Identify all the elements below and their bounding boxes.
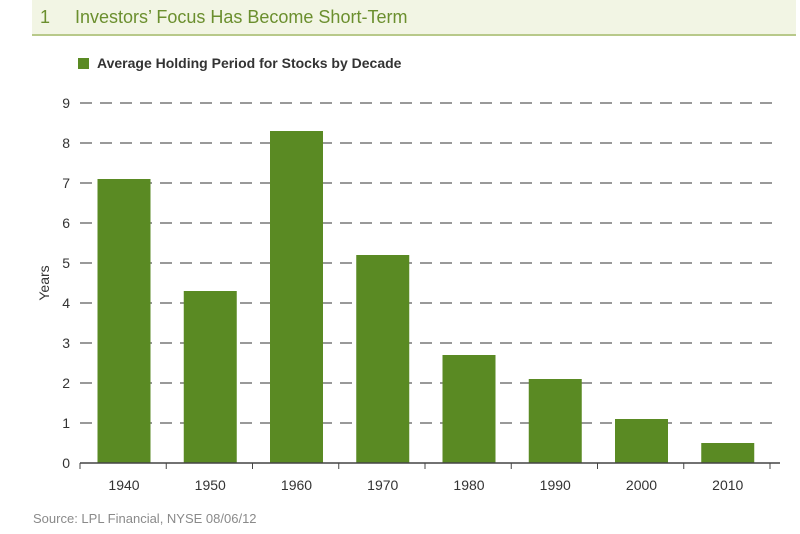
bar (270, 131, 323, 463)
y-tick-label: 8 (62, 135, 70, 151)
x-tick-label: 2000 (626, 477, 657, 493)
y-tick-label: 9 (62, 95, 70, 111)
y-tick-label: 4 (62, 295, 70, 311)
y-tick-label: 6 (62, 215, 70, 231)
chart-legend: Average Holding Period for Stocks by Dec… (78, 54, 401, 72)
x-tick-label: 1960 (281, 477, 312, 493)
y-tick-label: 2 (62, 375, 70, 391)
y-tick-label: 5 (62, 255, 70, 271)
bar (701, 443, 755, 463)
bar (528, 379, 582, 463)
bar (615, 419, 668, 463)
source-note: Source: LPL Financial, NYSE 08/06/12 (33, 511, 257, 526)
x-tick-label: 1980 (453, 477, 484, 493)
bar (97, 179, 151, 463)
x-tick-label: 1940 (108, 477, 139, 493)
x-tick-label: 1990 (540, 477, 571, 493)
figure-header (32, 0, 796, 36)
x-tick-label: 1970 (367, 477, 398, 493)
legend-label: Average Holding Period for Stocks by Dec… (97, 55, 402, 71)
bar (442, 355, 496, 463)
figure-title: Investors’ Focus Has Become Short-Term (75, 7, 408, 27)
legend-swatch (78, 57, 89, 69)
bar (183, 291, 237, 463)
bar (356, 255, 410, 463)
y-tick-label: 3 (62, 335, 70, 351)
y-tick-label: 0 (62, 455, 70, 471)
x-tick-label: 2010 (712, 477, 743, 493)
y-tick-label: 1 (62, 415, 70, 431)
y-axis-title: Years (36, 265, 52, 300)
y-tick-label: 7 (62, 175, 70, 191)
x-tick-label: 1950 (195, 477, 226, 493)
figure-number: 1 (40, 7, 51, 27)
